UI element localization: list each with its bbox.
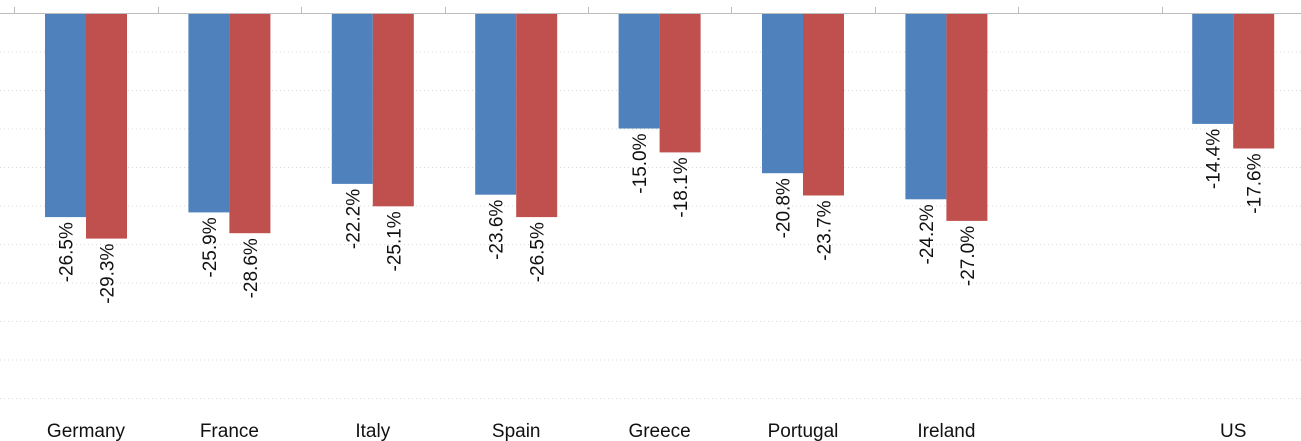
category-label: France <box>200 421 259 441</box>
data-label: -25.1% <box>384 211 405 271</box>
bar <box>86 13 127 239</box>
category-label: Greece <box>628 421 690 441</box>
data-label: -24.2% <box>917 204 938 264</box>
data-label: -25.9% <box>200 217 221 277</box>
data-label: -28.6% <box>241 238 262 298</box>
category-labels: Germany France Italy Spain Greece Portugal Ire… <box>47 421 1246 441</box>
x-axis <box>0 7 1301 14</box>
bar <box>331 13 373 184</box>
bar <box>45 13 86 218</box>
data-label: -23.6% <box>487 200 508 260</box>
bar <box>1233 13 1275 149</box>
data-label: -17.6% <box>1245 153 1266 213</box>
data-labels: -26.5% -29.3% -25.9% -28.6% -22.2% -25.1% -23.… <box>57 129 1266 304</box>
data-label: -23.7% <box>815 200 836 260</box>
bar <box>659 13 701 153</box>
bars <box>45 13 1275 239</box>
bar <box>618 13 660 129</box>
bar <box>188 13 230 213</box>
bar <box>1192 13 1234 124</box>
data-label: -27.0% <box>958 226 979 286</box>
category-label: Spain <box>492 421 541 441</box>
data-label: -22.2% <box>343 189 364 249</box>
data-label: -29.3% <box>98 243 119 303</box>
data-label: -15.0% <box>630 133 651 193</box>
bar <box>229 13 271 234</box>
category-label: Italy <box>355 421 390 441</box>
data-label: -14.4% <box>1204 129 1225 189</box>
bar <box>946 13 988 221</box>
category-label: Ireland <box>917 421 975 441</box>
data-label: -26.5% <box>57 222 78 282</box>
bar <box>372 13 414 207</box>
bar <box>803 13 844 196</box>
category-label: Germany <box>47 421 126 441</box>
bar <box>762 13 803 174</box>
bar <box>475 13 517 195</box>
data-label: -18.1% <box>671 157 692 217</box>
data-label: -26.5% <box>528 222 549 282</box>
category-label: US <box>1220 421 1246 441</box>
category-label: Portugal <box>768 421 839 441</box>
bar <box>905 13 947 200</box>
data-label: -20.8% <box>774 178 795 238</box>
bar <box>516 13 558 218</box>
